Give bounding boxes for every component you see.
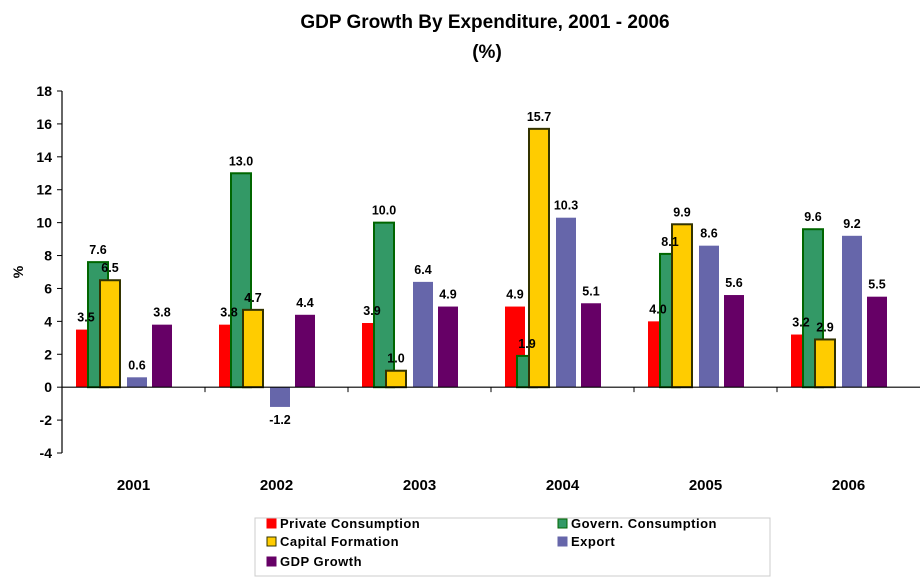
legend-swatch-export xyxy=(557,536,568,547)
legend-swatch-govern-consumption xyxy=(557,518,568,529)
chart-subtitle: (%) xyxy=(472,42,502,63)
bar-capital-formation-2001 xyxy=(99,279,121,389)
value-label-export-2006: 9.2 xyxy=(843,217,860,231)
value-label-private-consumption-2001: 3.5 xyxy=(77,311,94,325)
value-label-private-consumption-2002: 3.8 xyxy=(220,306,237,320)
value-label-private-consumption-2006: 3.2 xyxy=(792,316,809,330)
bar-export-2003 xyxy=(413,281,433,388)
value-label-govern-consumption-2006: 9.6 xyxy=(804,210,821,224)
x-tick-label-2001: 2001 xyxy=(117,477,150,494)
value-label-private-consumption-2003: 3.9 xyxy=(363,304,380,318)
value-label-capital-formation-2006: 2.9 xyxy=(816,320,833,334)
bar-gdp-growth-2001 xyxy=(152,324,172,388)
y-tick-label-2: 2 xyxy=(44,346,52,362)
x-tick-label-2005: 2005 xyxy=(689,477,722,494)
y-tick-label--2: -2 xyxy=(40,412,53,428)
legend-box xyxy=(254,517,771,577)
bar-export-2004 xyxy=(556,217,576,388)
bar-gdp-growth-2003 xyxy=(438,306,458,388)
y-tick-label-8: 8 xyxy=(44,248,52,264)
legend-label-govern-consumption: Govern. Consumption xyxy=(571,516,717,531)
value-label-export-2003: 6.4 xyxy=(414,263,431,277)
x-tick-label-2004: 2004 xyxy=(546,477,580,494)
y-tick-label-6: 6 xyxy=(44,280,52,296)
value-label-export-2005: 8.6 xyxy=(700,227,717,241)
bars-layer xyxy=(76,127,887,407)
chart-title: GDP Growth By Expenditure, 2001 - 2006 xyxy=(300,12,669,33)
y-axis-label: % xyxy=(10,265,26,278)
bar-capital-formation-2006 xyxy=(814,338,836,389)
value-label-gdp-growth-2001: 3.8 xyxy=(153,306,170,320)
bar-export-2005 xyxy=(699,245,719,388)
legend-swatch-private-consumption xyxy=(266,518,277,529)
value-labels-layer: 3.5 7.6 6.5 0.6 3.8 3.8 13.0 4.7 -1.2 4.4 3.9 10.0 1… xyxy=(77,110,885,427)
value-label-capital-formation-2002: 4.7 xyxy=(244,291,261,305)
value-label-private-consumption-2005: 4.0 xyxy=(649,302,666,316)
value-label-export-2001: 0.6 xyxy=(128,358,145,372)
value-label-govern-consumption-2005: 8.1 xyxy=(661,235,678,249)
y-tick-label-16: 16 xyxy=(36,116,52,132)
bar-export-2001 xyxy=(127,377,147,388)
value-label-export-2004: 10.3 xyxy=(554,199,578,213)
legend-swatch-capital-formation xyxy=(266,536,277,547)
y-tick-label-4: 4 xyxy=(44,313,52,329)
bar-capital-formation-2003 xyxy=(385,369,407,389)
value-label-gdp-growth-2002: 4.4 xyxy=(296,296,313,310)
value-label-gdp-growth-2005: 5.6 xyxy=(725,276,742,290)
y-tick-label-10: 10 xyxy=(36,215,52,231)
y-tick-label-18: 18 xyxy=(36,83,52,99)
legend: Private Consumption Govern. Consumption Ca… xyxy=(254,516,771,577)
value-label-govern-consumption-2001: 7.6 xyxy=(89,243,106,257)
value-label-capital-formation-2005: 9.9 xyxy=(673,205,690,219)
value-label-govern-consumption-2003: 10.0 xyxy=(372,204,396,218)
bar-gdp-growth-2002 xyxy=(295,314,315,388)
y-tick-label-12: 12 xyxy=(36,182,52,198)
value-label-capital-formation-2004: 15.7 xyxy=(527,110,551,124)
legend-swatch-gdp-growth xyxy=(266,556,277,567)
y-tick-label-0: 0 xyxy=(44,379,52,395)
value-label-private-consumption-2004: 4.9 xyxy=(506,288,523,302)
value-label-export-2002: -1.2 xyxy=(269,413,291,427)
legend-label-capital-formation: Capital Formation xyxy=(280,534,399,549)
y-tick-label--4: -4 xyxy=(40,445,53,461)
bar-export-2006 xyxy=(842,235,862,388)
value-label-govern-consumption-2004: 1.9 xyxy=(518,337,535,351)
legend-label-export: Export xyxy=(571,534,615,549)
legend-label-private-consumption: Private Consumption xyxy=(280,516,420,531)
value-label-capital-formation-2001: 6.5 xyxy=(101,261,118,275)
value-label-capital-formation-2003: 1.0 xyxy=(387,352,404,366)
x-tick-label-2006: 2006 xyxy=(832,477,865,494)
x-tick-label-2002: 2002 xyxy=(260,477,293,494)
value-label-gdp-growth-2004: 5.1 xyxy=(582,284,599,298)
axes-layer: 18 16 14 12 10 8 6 4 2 0 -2 -4 2001 2002 2003 2004 2005 2… xyxy=(36,83,920,494)
value-label-govern-consumption-2002: 13.0 xyxy=(229,154,253,168)
legend-label-gdp-growth: GDP Growth xyxy=(280,554,362,569)
bar-capital-formation-2002 xyxy=(242,308,264,389)
bar-export-2002 xyxy=(270,387,290,407)
x-tick-label-2003: 2003 xyxy=(403,477,436,494)
bar-gdp-growth-2004 xyxy=(581,303,601,388)
bar-gdp-growth-2005 xyxy=(724,295,744,388)
bar-gdp-growth-2006 xyxy=(867,296,887,388)
value-label-gdp-growth-2006: 5.5 xyxy=(868,278,885,292)
value-label-gdp-growth-2003: 4.9 xyxy=(439,288,456,302)
y-tick-label-14: 14 xyxy=(36,149,52,165)
